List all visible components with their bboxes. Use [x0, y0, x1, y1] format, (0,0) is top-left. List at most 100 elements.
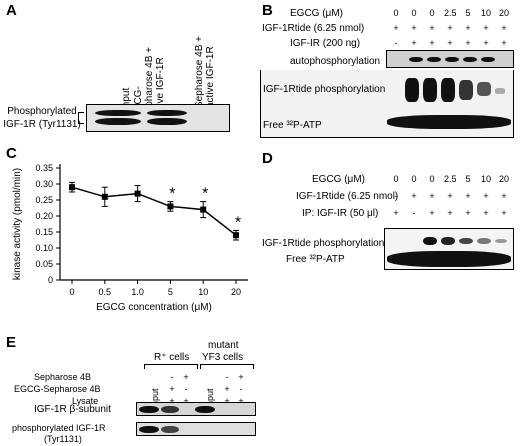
- panel-b-autophos-label: autophosphorylation: [290, 56, 381, 67]
- panel-d-ip-1: -: [412, 208, 416, 218]
- panel-d-row-egcg: EGCG (μM): [312, 174, 365, 185]
- panel-d-tide-phos-label: IGF-1Rtide phosphorylation: [262, 238, 385, 249]
- panel-e-egcg-3: -: [239, 384, 243, 394]
- panel-a-bracket: [78, 112, 84, 124]
- panel-e-sepharose-0: -: [170, 372, 174, 382]
- panel-d-ip-3: +: [447, 208, 453, 218]
- panel-d-egcg-6: 20: [498, 174, 509, 184]
- panel-e-sepharose-1: +: [183, 372, 189, 382]
- panel-a-band-egcg-top: [147, 110, 187, 116]
- panel-b-free-atp-band: [387, 115, 511, 129]
- panel-b-tide-values: + + + + + + +: [390, 23, 514, 34]
- data-point: [69, 184, 75, 191]
- panel-e-lysate-0: +: [169, 396, 175, 406]
- panel-e-sepharose-3: +: [238, 372, 244, 382]
- panel-d-tide-band-3: [459, 238, 473, 244]
- panel-a-lane-sepharose: Sepharose 4B + active IGF-1R: [194, 36, 216, 108]
- panel-d-row-tide: IGF-1Rtide (6.25 nmol): [296, 191, 399, 202]
- panel-e-row-lysate: Lysate: [72, 396, 99, 406]
- panel-b-enzyme-5: +: [483, 38, 489, 48]
- panel-e-bracket-r: [144, 364, 198, 369]
- panel-b-row-egcg: EGCG (μM): [290, 8, 343, 19]
- x-tick-label: 1.0: [131, 287, 144, 297]
- y-tick-label: 0.15: [35, 227, 53, 237]
- panel-d-ip-6: +: [501, 208, 507, 218]
- panel-e-sepharose-values: - + - +: [166, 372, 256, 383]
- panel-b-egcg-2: 0: [429, 8, 435, 18]
- data-point: [200, 206, 207, 213]
- panel-d-ip-5: +: [483, 208, 489, 218]
- panel-d-tide-band-1: [423, 237, 437, 245]
- panel-e-lysate-1: +: [183, 396, 189, 406]
- panel-b-label: B: [262, 2, 273, 19]
- data-point: [134, 190, 141, 197]
- panel-d-label: D: [262, 150, 273, 167]
- panel-e-beta-blot: [136, 402, 256, 416]
- x-axis-label: EGCG concentration (μM): [96, 302, 212, 313]
- panel-e-egcg-0: +: [169, 384, 175, 394]
- panel-b-tide-phos-label: IGF-1Rtide phosphorylation: [263, 84, 386, 95]
- panel-e-row-egcg-sepharose: EGCG-Sepharose 4B: [14, 384, 101, 394]
- x-tick-label: 20: [231, 287, 241, 297]
- panel-d-egcg-0: 0: [393, 174, 399, 184]
- series-line: [71, 186, 237, 236]
- panel-d-row-ip: IP: IGF-IR (50 μl): [302, 208, 379, 219]
- panel-b-autophos-band-1: [409, 57, 423, 62]
- y-tick-label: 0.05: [35, 259, 53, 269]
- panel-e-lysate-values: + + + +: [166, 396, 256, 407]
- panel-e-lysate-3: +: [238, 396, 244, 406]
- panel-b-tide-4: +: [465, 23, 471, 33]
- panel-d-tide-band-4: [477, 238, 491, 244]
- panel-b-egcg-3: 2.5: [444, 8, 457, 18]
- y-tick-label: 0.10: [35, 243, 53, 253]
- panel-b-egcg-1: 0: [411, 8, 417, 18]
- panel-b-egcg-0: 0: [393, 8, 399, 18]
- x-tick-label: 5: [168, 287, 173, 297]
- panel-e-beta-subunit-label: IGF-1R β-subunit: [34, 404, 111, 415]
- panel-e-group-r-cells: R⁺ cells: [154, 352, 190, 363]
- y-tick-label: 0.25: [35, 195, 53, 205]
- data-point: [233, 232, 239, 239]
- panel-d-tide-1: +: [411, 191, 417, 201]
- panel-b-enzyme-3: +: [447, 38, 453, 48]
- panel-d-egcg-3: 2.5: [444, 174, 457, 184]
- significance-asterisk: *: [202, 186, 208, 203]
- panel-a-row-label: Phosphorylated IGF-1R (Tyr1131): [3, 106, 81, 130]
- panel-a-blot: [86, 104, 230, 132]
- panel-b-tide-1: +: [411, 23, 417, 33]
- panel-b-tide-band-5: [477, 82, 491, 96]
- panel-b-autophos-band-5: [481, 57, 495, 62]
- panel-b-tide-band-1: [405, 78, 419, 102]
- panel-b-enzyme-4: +: [465, 38, 471, 48]
- panel-b-autophos-band-2: [427, 57, 441, 62]
- panel-e-egcg-values: + - + -: [166, 384, 256, 395]
- panel-d-egcg-values: 0 0 0 2.5 5 10 20: [390, 174, 514, 185]
- panel-e-group-yf3: YF3 cells: [202, 352, 244, 363]
- panel-b-tide-band-4: [459, 80, 473, 100]
- panel-d-tide-5: +: [483, 191, 489, 201]
- x-tick-label: 10: [198, 287, 208, 297]
- kinase-activity-chart: 0 0.05 0.10 0.15 0.20 0.25 0.30 0.35 0 0.5 1.0 5 10 2…: [12, 163, 248, 313]
- panel-e-egcg-1: -: [184, 384, 188, 394]
- panel-d-egcg-1: 0: [411, 174, 417, 184]
- panel-e-phos-sublabel: (Tyr1131): [44, 434, 82, 444]
- panel-d-free-atp-band: [387, 251, 511, 267]
- data-point: [101, 193, 108, 200]
- panel-b-enzyme-2: +: [429, 38, 435, 48]
- significance-asterisk: *: [169, 186, 175, 203]
- panel-b-row-enzyme: IGF-IR (200 ng): [290, 38, 361, 49]
- panel-e-phos-band-r-egcg: [161, 426, 179, 433]
- panel-d-ip-0: +: [393, 208, 399, 218]
- panel-a-band-egcg-bottom: [147, 118, 187, 125]
- panel-e-phos-band-r-input: [139, 426, 159, 433]
- panel-b-tide-0: +: [393, 23, 399, 33]
- panel-a-band-input-top: [95, 110, 141, 116]
- panel-b-enzyme-1: +: [411, 38, 417, 48]
- panel-b-autophos-blot: [386, 50, 514, 68]
- panel-d-free-atp-label: Free ³²P-ATP: [286, 254, 345, 265]
- y-tick-label: 0.35: [35, 163, 53, 173]
- panel-d-blot: [384, 228, 514, 270]
- panel-b-egcg-5: 10: [480, 8, 491, 18]
- panel-d-tide-band-5: [495, 239, 507, 243]
- panel-e-group-mutant: mutant: [208, 340, 239, 351]
